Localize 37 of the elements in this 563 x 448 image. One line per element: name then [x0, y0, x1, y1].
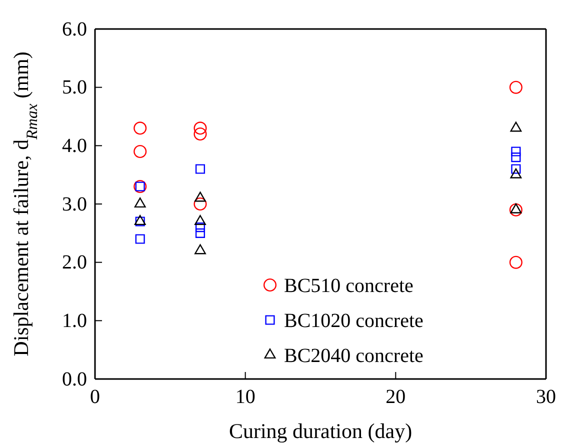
point — [511, 152, 521, 162]
point — [511, 164, 521, 174]
point — [134, 198, 146, 208]
point — [509, 203, 522, 216]
point — [195, 222, 206, 232]
x-tick-label: 20 — [386, 386, 406, 408]
x-tick-label: 0 — [90, 386, 100, 408]
y-tick-label: 4.0 — [62, 135, 87, 158]
y-tick-label: 1.0 — [62, 310, 87, 332]
point — [134, 122, 147, 135]
point — [195, 164, 206, 174]
point — [135, 234, 145, 244]
y-tick-label: 6.0 — [62, 18, 87, 40]
y-tick-label: 3.0 — [62, 193, 87, 216]
legend-label: BC2040 concrete — [284, 345, 424, 367]
point — [510, 203, 522, 214]
y-tick-label: 0.0 — [62, 368, 87, 390]
point — [194, 197, 207, 211]
legend-label: BC1020 concrete — [284, 310, 424, 332]
point — [510, 122, 522, 132]
x-axis-title: Curing duration (day) — [228, 419, 412, 443]
point — [134, 144, 147, 158]
point — [509, 80, 522, 94]
y-tick-label: 2.0 — [62, 252, 87, 274]
x-tick-label: 30 — [536, 386, 556, 408]
point — [510, 168, 522, 178]
point — [195, 228, 206, 238]
x-tick-label: 10 — [235, 386, 256, 408]
legend-label: BC510 concrete — [284, 275, 414, 297]
point — [511, 146, 521, 156]
point — [194, 215, 206, 226]
point — [194, 244, 206, 254]
y-tick-label: 5.0 — [62, 76, 87, 99]
point — [509, 256, 522, 269]
point — [194, 127, 207, 141]
point — [194, 192, 206, 202]
point — [194, 122, 207, 135]
